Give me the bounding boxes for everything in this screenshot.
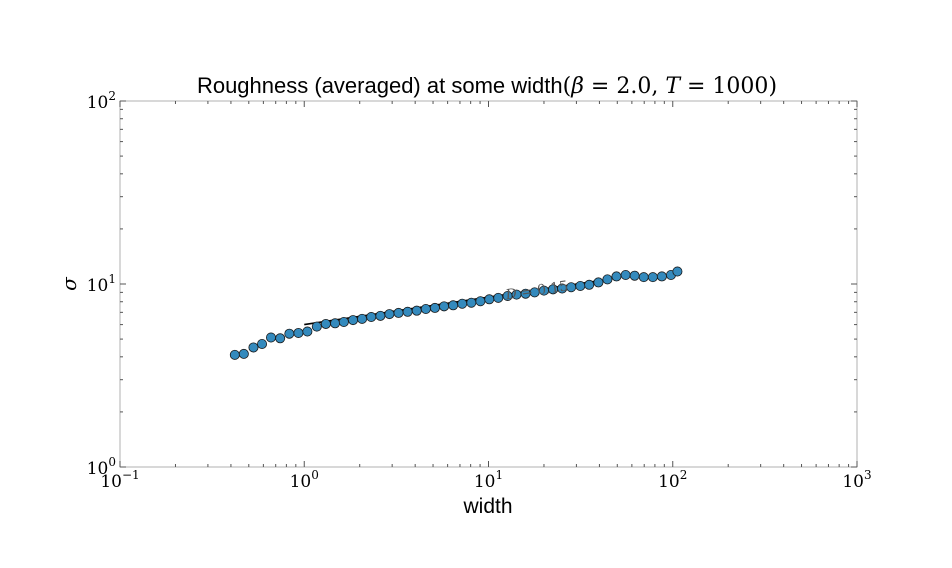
data-point	[656, 271, 667, 282]
data-points	[229, 266, 683, 360]
y-tick-label: 102	[87, 89, 116, 113]
data-point	[293, 327, 304, 338]
data-point	[320, 318, 331, 329]
data-point	[284, 328, 295, 339]
data-point	[384, 309, 395, 320]
data-point	[238, 348, 249, 359]
data-point	[257, 339, 268, 350]
data-point	[439, 301, 450, 312]
data-point	[375, 310, 386, 321]
fit-label-symbol: D	[504, 286, 518, 304]
x-tick-label: 103	[842, 468, 871, 492]
axis-ticks	[119, 100, 858, 468]
data-point	[429, 302, 440, 313]
data-point	[493, 292, 504, 303]
data-point	[484, 294, 495, 305]
chart-title-beta-value: = 2.0,	[584, 74, 665, 99]
data-point	[529, 287, 540, 298]
data-point	[411, 305, 422, 316]
chart-title-paren-open: (	[563, 74, 572, 99]
data-point	[302, 326, 313, 337]
data-point	[229, 349, 240, 360]
chart-title-beta: β	[570, 74, 584, 99]
data-point	[357, 313, 368, 324]
data-point	[311, 321, 322, 332]
data-point	[366, 312, 377, 323]
data-point	[457, 298, 468, 309]
y-tick-label: 101	[87, 272, 116, 296]
chart-title: Roughness (averaged) at some width(β = 2…	[197, 73, 777, 99]
data-point	[248, 342, 259, 353]
fit-label-value: = 0.15	[516, 278, 570, 301]
y-axis-label: σ	[57, 276, 81, 291]
chart-title-t: T	[665, 74, 682, 99]
data-point	[593, 277, 604, 288]
y-tick-label: 100	[87, 455, 116, 479]
data-point	[475, 296, 486, 307]
chart-title-main: Roughness (averaged) at some width	[197, 73, 563, 98]
data-point	[629, 270, 640, 281]
data-point	[638, 272, 649, 283]
chart-title-t-value: = 1000	[680, 74, 768, 99]
data-point	[420, 304, 431, 315]
x-tick-label: 102	[658, 468, 687, 492]
x-tick-label: 10−1	[100, 468, 139, 492]
data-point	[393, 307, 404, 318]
data-point	[348, 315, 359, 326]
chart-title-paren-close: )	[768, 74, 777, 99]
data-point	[620, 269, 631, 280]
data-point	[330, 318, 341, 329]
data-point	[647, 272, 658, 283]
data-point	[584, 279, 595, 290]
x-axis-label: width	[462, 495, 512, 518]
data-point	[466, 297, 477, 308]
data-point	[266, 332, 277, 343]
data-point	[602, 274, 613, 285]
x-tick-label: 100	[290, 468, 319, 492]
data-point	[448, 300, 459, 311]
data-point	[672, 266, 683, 277]
data-point	[338, 316, 349, 327]
x-tick-label: 101	[474, 468, 503, 492]
data-point	[575, 281, 586, 292]
data-point	[611, 271, 622, 282]
fit-label: D = 0.15	[504, 278, 570, 303]
data-point	[402, 306, 413, 317]
plot-area	[119, 100, 858, 468]
data-point	[275, 333, 286, 344]
